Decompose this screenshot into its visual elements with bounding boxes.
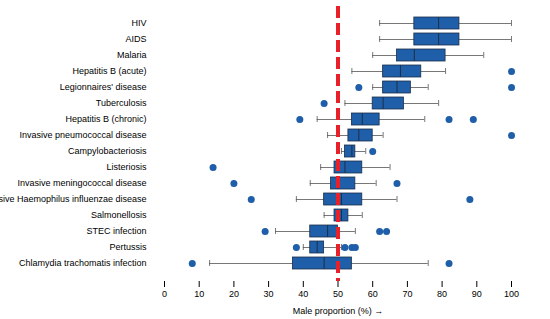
- svg-text:0: 0: [162, 289, 167, 299]
- svg-text:50: 50: [333, 289, 343, 299]
- svg-text:70: 70: [402, 289, 412, 299]
- svg-text:Invasive pneumococcal disease: Invasive pneumococcal disease: [19, 130, 146, 140]
- svg-text:Legionnaires' disease: Legionnaires' disease: [60, 82, 147, 92]
- svg-text:Malaria: Malaria: [117, 50, 147, 60]
- svg-text:Hepatitis B (chronic): Hepatitis B (chronic): [65, 114, 146, 124]
- svg-text:100: 100: [504, 289, 519, 299]
- svg-text:40: 40: [298, 289, 308, 299]
- svg-text:20: 20: [229, 289, 239, 299]
- svg-text:Chlamydia trachomatis infectio: Chlamydia trachomatis infection: [19, 258, 147, 268]
- svg-text:Male proportion (%) →: Male proportion (%) →: [293, 306, 384, 316]
- svg-text:Campylobacteriosis: Campylobacteriosis: [68, 146, 147, 156]
- svg-text:Hepatitis B (acute): Hepatitis B (acute): [72, 66, 146, 76]
- svg-text:Listeriosis: Listeriosis: [106, 162, 147, 172]
- svg-text:80: 80: [437, 289, 447, 299]
- svg-text:30: 30: [264, 289, 274, 299]
- svg-text:10: 10: [194, 289, 204, 299]
- svg-text:Tuberculosis: Tuberculosis: [96, 98, 147, 108]
- svg-text:Salmonellosis: Salmonellosis: [91, 210, 147, 220]
- svg-text:90: 90: [472, 289, 482, 299]
- svg-text:Invasive Haemophilus influenza: Invasive Haemophilus influenzae disease: [0, 194, 147, 204]
- svg-text:STEC infection: STEC infection: [86, 226, 146, 236]
- svg-text:AIDS: AIDS: [125, 34, 146, 44]
- svg-text:HIV: HIV: [131, 18, 146, 28]
- svg-text:Pertussis: Pertussis: [109, 242, 147, 252]
- svg-text:60: 60: [368, 289, 378, 299]
- svg-text:Invasive meningococcal disease: Invasive meningococcal disease: [17, 178, 146, 188]
